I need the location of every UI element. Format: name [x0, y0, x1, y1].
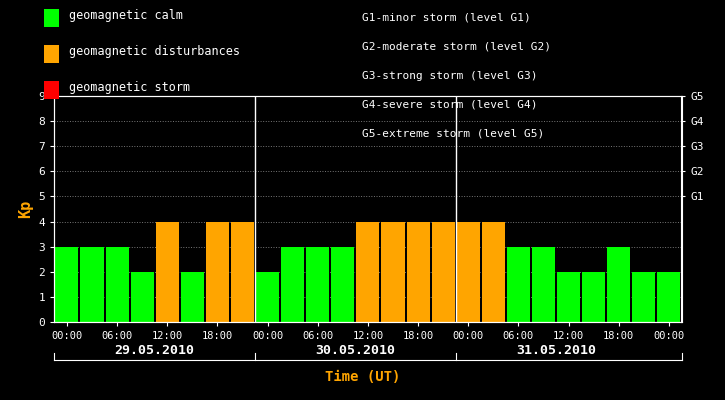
Text: G5-extreme storm (level G5): G5-extreme storm (level G5) [362, 128, 544, 138]
Y-axis label: Kp: Kp [18, 200, 33, 218]
Bar [106, 247, 128, 322]
Text: G1-minor storm (level G1): G1-minor storm (level G1) [362, 13, 531, 23]
Bar [582, 272, 605, 322]
Bar [381, 222, 405, 322]
Bar [557, 272, 580, 322]
Bar [130, 272, 154, 322]
Bar [608, 247, 630, 322]
Text: 29.05.2010: 29.05.2010 [115, 344, 195, 357]
Bar [181, 272, 204, 322]
Bar [256, 272, 279, 322]
Bar [482, 222, 505, 322]
Bar [55, 247, 78, 322]
Bar [658, 272, 681, 322]
Text: Time (UT): Time (UT) [325, 370, 400, 384]
Bar [231, 222, 254, 322]
Bar [206, 222, 229, 322]
Bar [532, 247, 555, 322]
Bar [507, 247, 530, 322]
Text: G4-severe storm (level G4): G4-severe storm (level G4) [362, 99, 538, 109]
Text: G2-moderate storm (level G2): G2-moderate storm (level G2) [362, 42, 552, 52]
Bar [306, 247, 329, 322]
Bar [457, 222, 480, 322]
Bar [281, 247, 304, 322]
Bar [632, 272, 655, 322]
Text: geomagnetic disturbances: geomagnetic disturbances [69, 46, 240, 58]
Bar [80, 247, 104, 322]
Bar [407, 222, 430, 322]
Bar [431, 222, 455, 322]
Text: G3-strong storm (level G3): G3-strong storm (level G3) [362, 70, 538, 81]
Text: geomagnetic calm: geomagnetic calm [69, 10, 183, 22]
Text: 31.05.2010: 31.05.2010 [516, 344, 596, 357]
Text: 30.05.2010: 30.05.2010 [315, 344, 395, 357]
Bar [156, 222, 179, 322]
Bar [331, 247, 355, 322]
Bar [357, 222, 379, 322]
Text: geomagnetic storm: geomagnetic storm [69, 82, 190, 94]
